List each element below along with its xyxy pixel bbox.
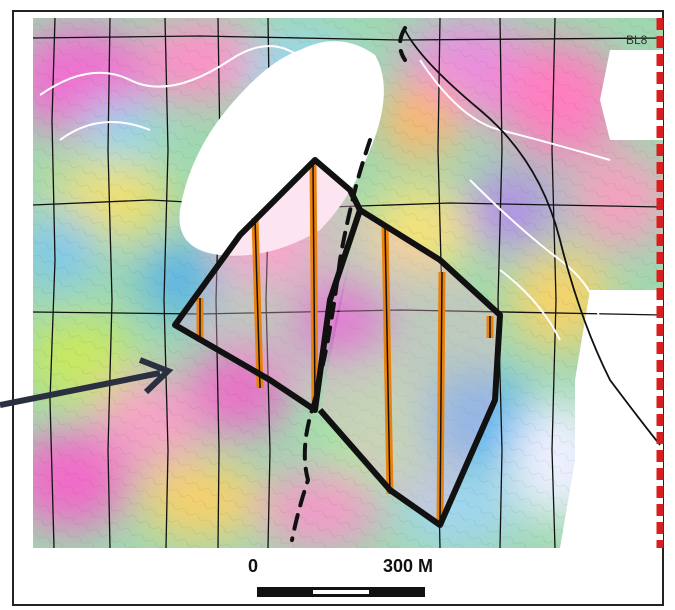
masked-area [179,41,384,256]
target-outline-south [317,207,503,528]
line-label-bl8: BL8 [626,33,648,47]
scale-bar [257,587,425,597]
baseline-trace [404,29,661,446]
roads [39,45,611,341]
pointer-arrow [0,357,174,408]
fault-trace [290,26,407,542]
scale-start-label: 0 [248,556,259,576]
scale-end-label: 300 M [383,556,434,576]
target-zones [172,157,503,528]
